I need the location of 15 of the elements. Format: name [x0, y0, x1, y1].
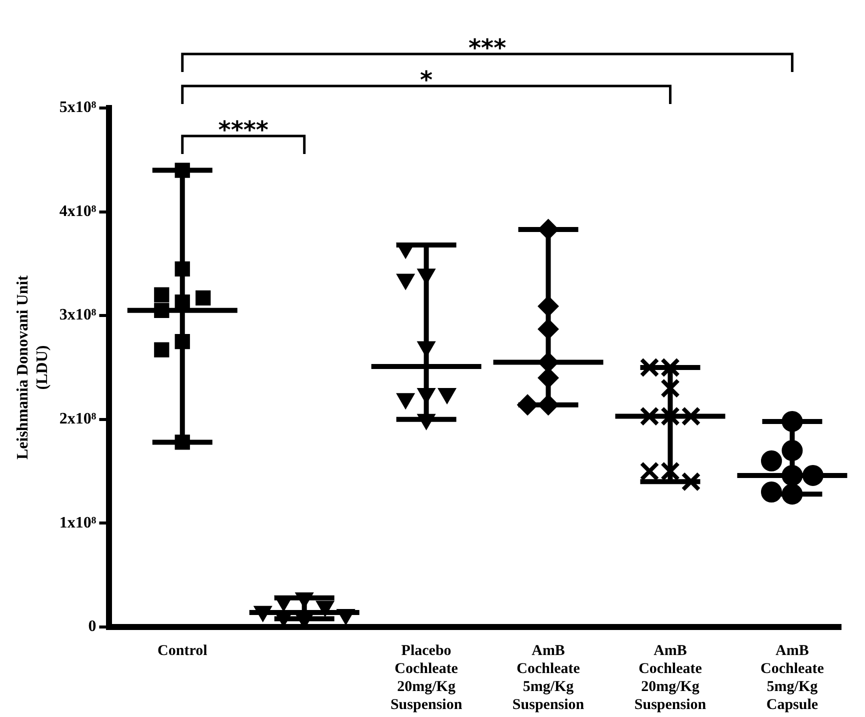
y-tick-label: 5x10⁸ [59, 99, 96, 116]
x-tick-label: Placebo Cochleate 20mg/Kg Suspension [390, 642, 463, 713]
y-tick-label: 2x10⁸ [59, 410, 96, 428]
text: *** [468, 34, 507, 62]
x-tick-label: AmB Cochleate 20mg/Kg Suspension [634, 642, 707, 713]
annotation: **** [218, 116, 269, 144]
x-tick-label: Control [158, 642, 208, 659]
y-axis-title: Leishmania Donovani Unit (LDU) [14, 274, 51, 460]
x-tick-label: AmB Cochleate 5mg/Kg Capsule [760, 642, 824, 713]
y-tick-label: 0 [88, 618, 96, 636]
x-tick-label: AmB Cochleate 5mg/Kg Suspension [512, 642, 585, 713]
y-tick-label: 1x10⁸ [59, 514, 96, 532]
y-tick-label: 4x10⁸ [59, 202, 96, 220]
y-tick-label: 3x10⁸ [59, 306, 96, 324]
text: * [420, 66, 434, 94]
